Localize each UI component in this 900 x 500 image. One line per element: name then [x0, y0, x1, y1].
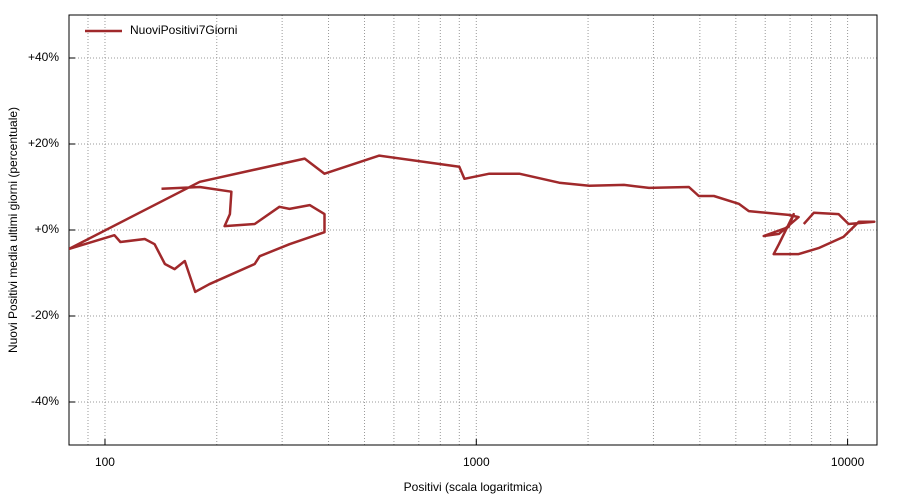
x-tick-label: 100: [95, 455, 115, 469]
y-axis-title: Nuovi Positivi media ultimi giorni (perc…: [6, 107, 20, 353]
y-tick-label: -20%: [31, 308, 59, 322]
x-tick-label: 1000: [463, 455, 490, 469]
y-tick-label: +40%: [28, 50, 59, 64]
legend-label: NuoviPositivi7Giorni: [130, 23, 237, 37]
y-tick-label: +0%: [35, 222, 60, 236]
x-tick-label: 10000: [831, 455, 865, 469]
y-tick-label: -40%: [31, 394, 59, 408]
x-axis-title: Positivi (scala logaritmica): [404, 480, 543, 494]
data-line: [69, 154, 876, 294]
plot-frame: [68, 14, 878, 446]
y-tick-label: +20%: [28, 136, 59, 150]
